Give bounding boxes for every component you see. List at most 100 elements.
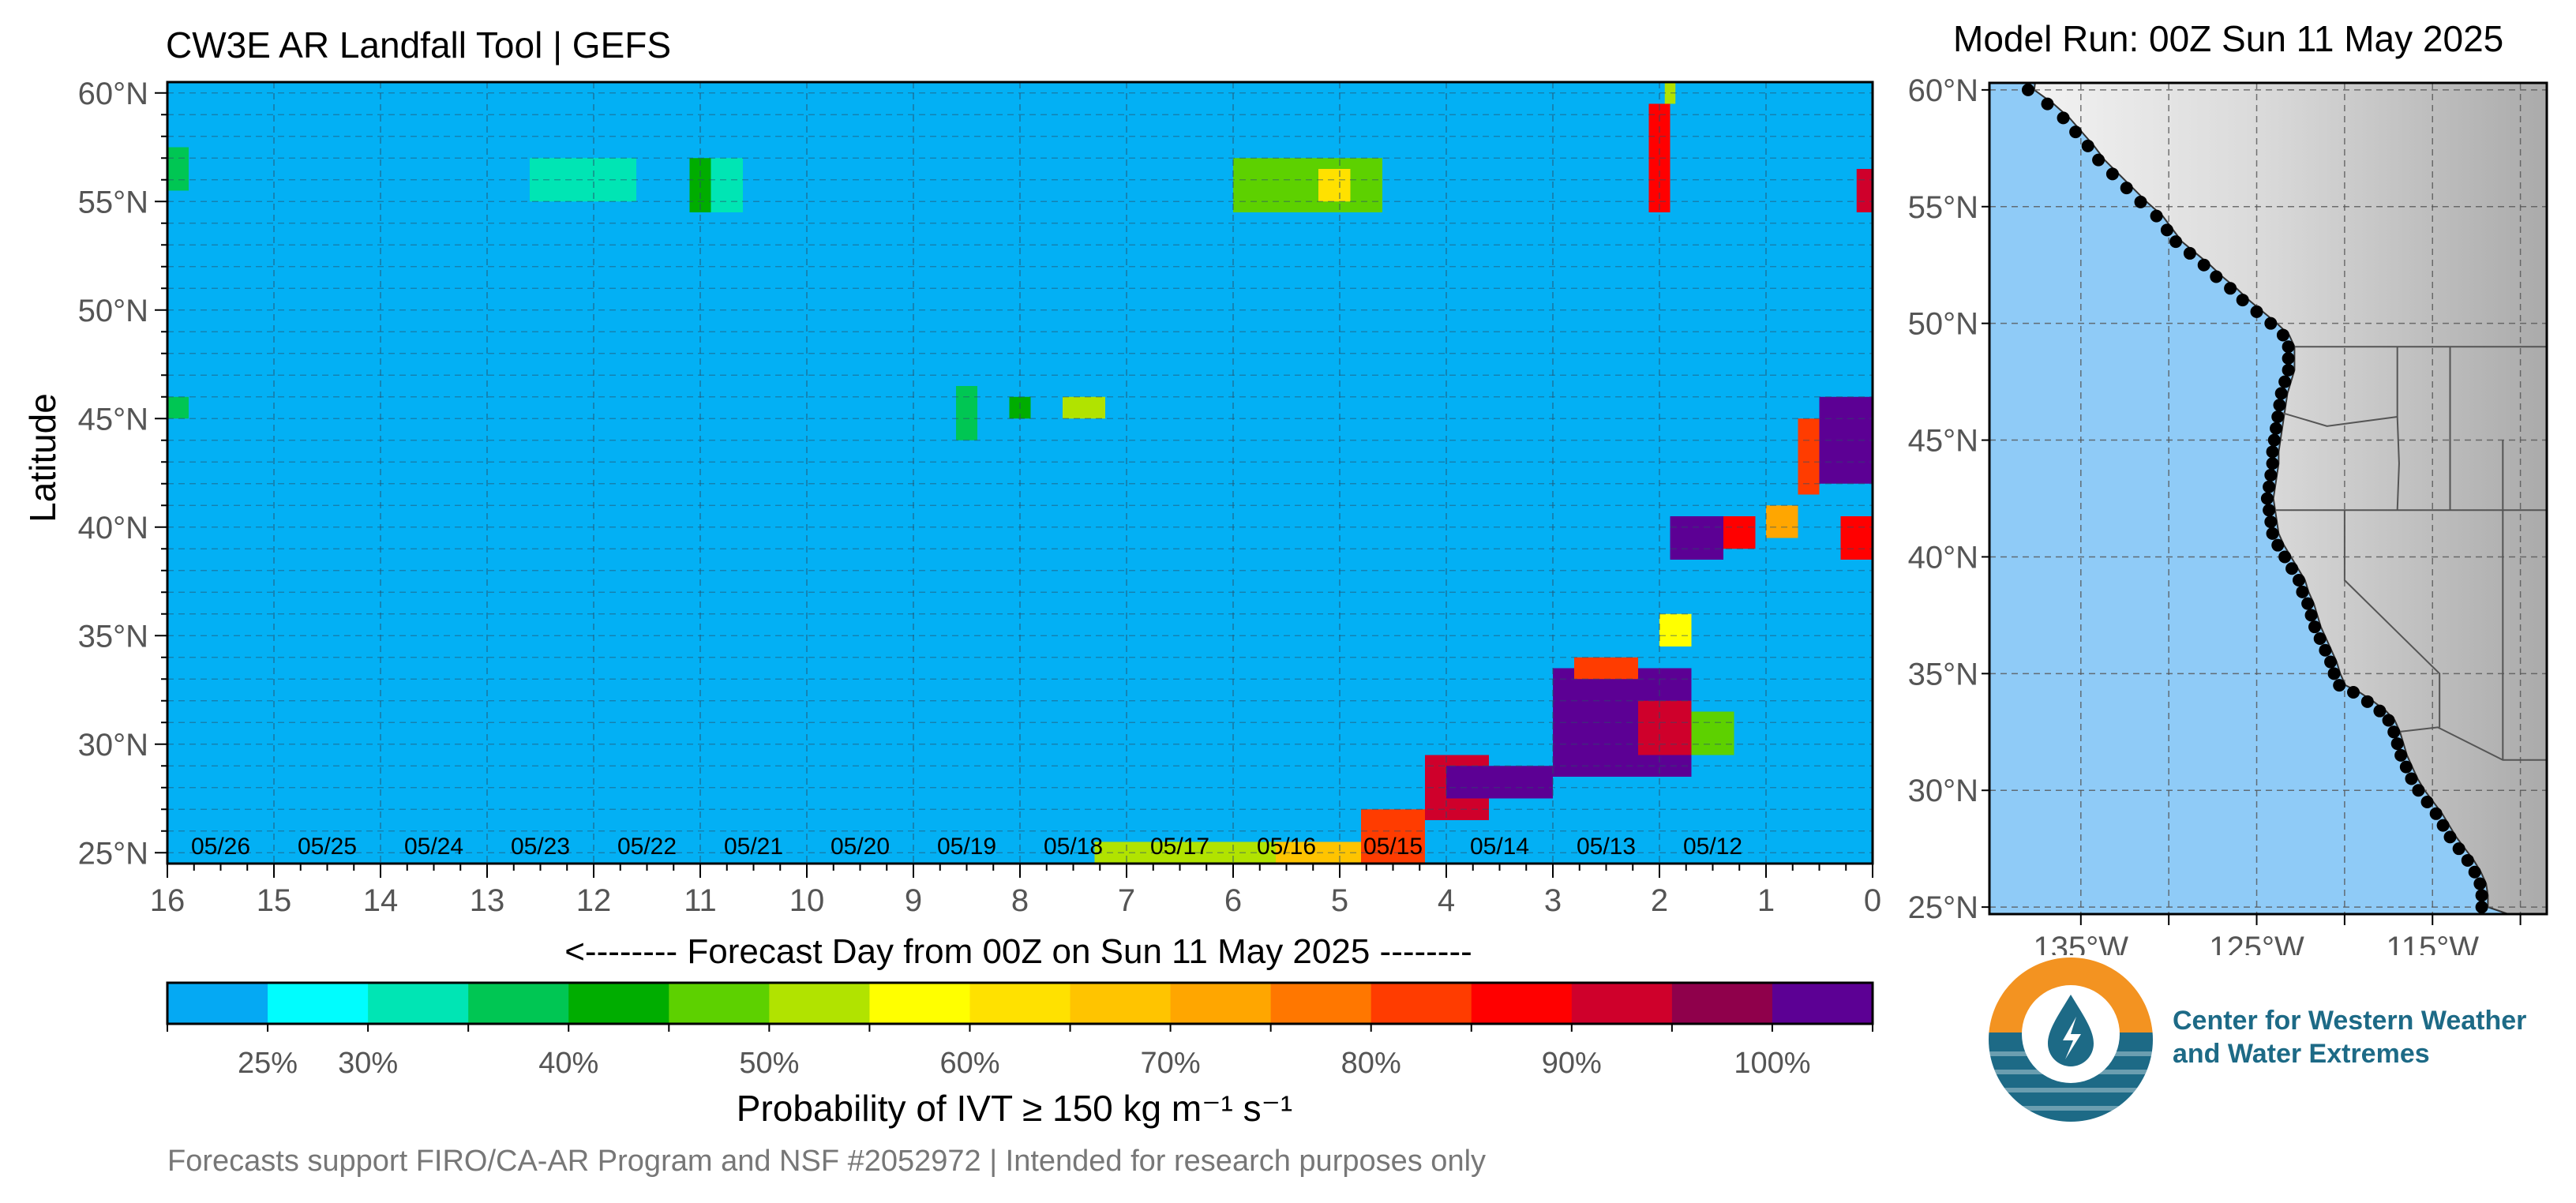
colorbar-frame xyxy=(166,981,1874,1025)
landfall-point xyxy=(2260,492,2274,505)
date-label: 05/24 xyxy=(404,834,463,860)
landfall-point xyxy=(2210,270,2223,283)
state-borders xyxy=(2272,346,2547,761)
colorbar-swatch xyxy=(468,983,569,1024)
x-tick-label: 3 xyxy=(1544,883,1562,918)
x-tick-label: 2 xyxy=(1651,883,1668,918)
landfall-point xyxy=(2308,620,2322,634)
landfall-point xyxy=(2333,679,2346,692)
probability-cell xyxy=(956,386,977,440)
x-tick-label: 15 xyxy=(257,883,292,918)
x-tick-label: 13 xyxy=(470,883,505,918)
model-run-label: Model Run: 00Z Sun 11 May 2025 xyxy=(1953,18,2504,59)
landfall-point xyxy=(2266,527,2279,540)
landfall-point xyxy=(2285,562,2299,575)
date-label: 05/13 xyxy=(1577,834,1636,860)
colorbar-swatch xyxy=(1170,983,1272,1024)
x-tick-label: 5 xyxy=(1331,883,1348,918)
y-axis-label: Latitude xyxy=(22,393,63,523)
probability-cell xyxy=(1723,516,1756,549)
map-y-tick-label: 60°N xyxy=(1908,73,1978,108)
probability-cell xyxy=(1446,766,1553,799)
landfall-point xyxy=(2183,246,2196,260)
colorbar-swatch xyxy=(1370,983,1472,1024)
x-tick-label: 4 xyxy=(1438,883,1455,918)
landfall-point xyxy=(2319,643,2332,657)
date-label: 05/20 xyxy=(831,834,890,860)
x-tick-label: 14 xyxy=(363,883,399,918)
landfall-point xyxy=(2236,294,2249,307)
landfall-point xyxy=(2263,480,2276,493)
date-label: 05/14 xyxy=(1470,834,1529,860)
map-x-tick-label: 125°W xyxy=(2209,931,2304,955)
x-tick-label: 6 xyxy=(1224,883,1242,918)
border-line xyxy=(2279,411,2398,427)
landfall-point xyxy=(2041,97,2054,111)
landfall-point xyxy=(2399,760,2413,774)
landfall-point xyxy=(2267,433,2281,447)
colorbar-swatch xyxy=(1471,983,1573,1024)
landfall-point xyxy=(2120,182,2133,195)
chart-title: CW3E AR Landfall Tool | GEFS xyxy=(166,24,672,66)
colorbar-swatch xyxy=(1571,983,1673,1024)
x-tick-label: 8 xyxy=(1011,883,1029,918)
probability-cell xyxy=(1659,613,1692,646)
probability-cell xyxy=(1063,396,1105,419)
date-label: 05/25 xyxy=(298,834,357,860)
landfall-point xyxy=(2274,387,2288,400)
probability-cell xyxy=(1574,657,1638,680)
date-label: 05/26 xyxy=(191,834,250,860)
probability-cell xyxy=(1361,809,1425,864)
colorbar-swatch xyxy=(1772,983,1873,1024)
x-tick-label: 12 xyxy=(576,883,612,918)
date-label: 05/12 xyxy=(1683,834,1742,860)
map-y-tick-label: 40°N xyxy=(1908,540,1978,575)
landfall-point xyxy=(2461,853,2474,867)
landfall-point xyxy=(2296,585,2309,598)
landfall-point xyxy=(2134,195,2147,208)
y-tick-label: 50°N xyxy=(78,294,148,328)
landfall-point xyxy=(2304,609,2318,622)
landfall-point xyxy=(2412,784,2425,797)
landfall-point xyxy=(2301,597,2315,610)
date-label: 05/17 xyxy=(1150,834,1209,860)
colorbar: 25% 30% 40% 50% 60% 70% 80% 90% 100% Probability… xyxy=(166,981,1874,1129)
landfall-point xyxy=(2263,504,2276,517)
colorbar-label: Probability of IVT ≥ 150 kg m⁻¹ s⁻¹ xyxy=(737,1088,1292,1129)
logo-line-2: and Water Extremes xyxy=(2173,1039,2430,1069)
probability-cell xyxy=(1856,169,1873,212)
colorbar-swatch xyxy=(167,983,268,1024)
date-label: 05/22 xyxy=(617,834,677,860)
landfall-point xyxy=(2373,704,2387,718)
landfall-point xyxy=(2420,796,2434,809)
landfall-point xyxy=(2273,399,2286,412)
landfall-map: 25°N 30°N 35°N 40°N 45°N 50°N 55°N 60°N 135°W 12… xyxy=(1908,73,2548,955)
landfall-point xyxy=(2282,352,2295,365)
logo-line-1: Center for Western Weather xyxy=(2173,1006,2527,1036)
landfall-point xyxy=(2292,574,2305,587)
landfall-point xyxy=(2382,714,2395,727)
landfall-point xyxy=(2436,819,2450,832)
probability-cell xyxy=(1766,505,1798,538)
landfall-point xyxy=(2105,167,2119,181)
landfall-point xyxy=(2429,807,2443,820)
probability-cell xyxy=(167,396,189,419)
x-tick-label: 16 xyxy=(150,883,186,918)
landfall-point xyxy=(2282,363,2295,377)
map-x-tick-label: 115°W xyxy=(2386,931,2479,955)
landfall-point xyxy=(2468,865,2481,879)
landfall-point xyxy=(2276,328,2289,342)
landfall-point xyxy=(2264,515,2278,529)
landfall-point xyxy=(2452,842,2465,856)
colorbar-tick-label: 25% xyxy=(238,1047,298,1080)
y-tick-label: 30°N xyxy=(78,728,148,763)
landfall-point xyxy=(2394,748,2408,762)
cw3e-logo-icon xyxy=(1986,955,2156,1125)
landfall-point xyxy=(2282,340,2295,354)
landfall-point xyxy=(2405,772,2418,785)
x-tick-label: 11 xyxy=(684,883,717,918)
landfall-point xyxy=(2390,737,2404,751)
y-tick-label: 35°N xyxy=(78,619,148,654)
y-tick-label: 55°N xyxy=(78,185,148,219)
colorbar-swatch xyxy=(1270,983,1372,1024)
